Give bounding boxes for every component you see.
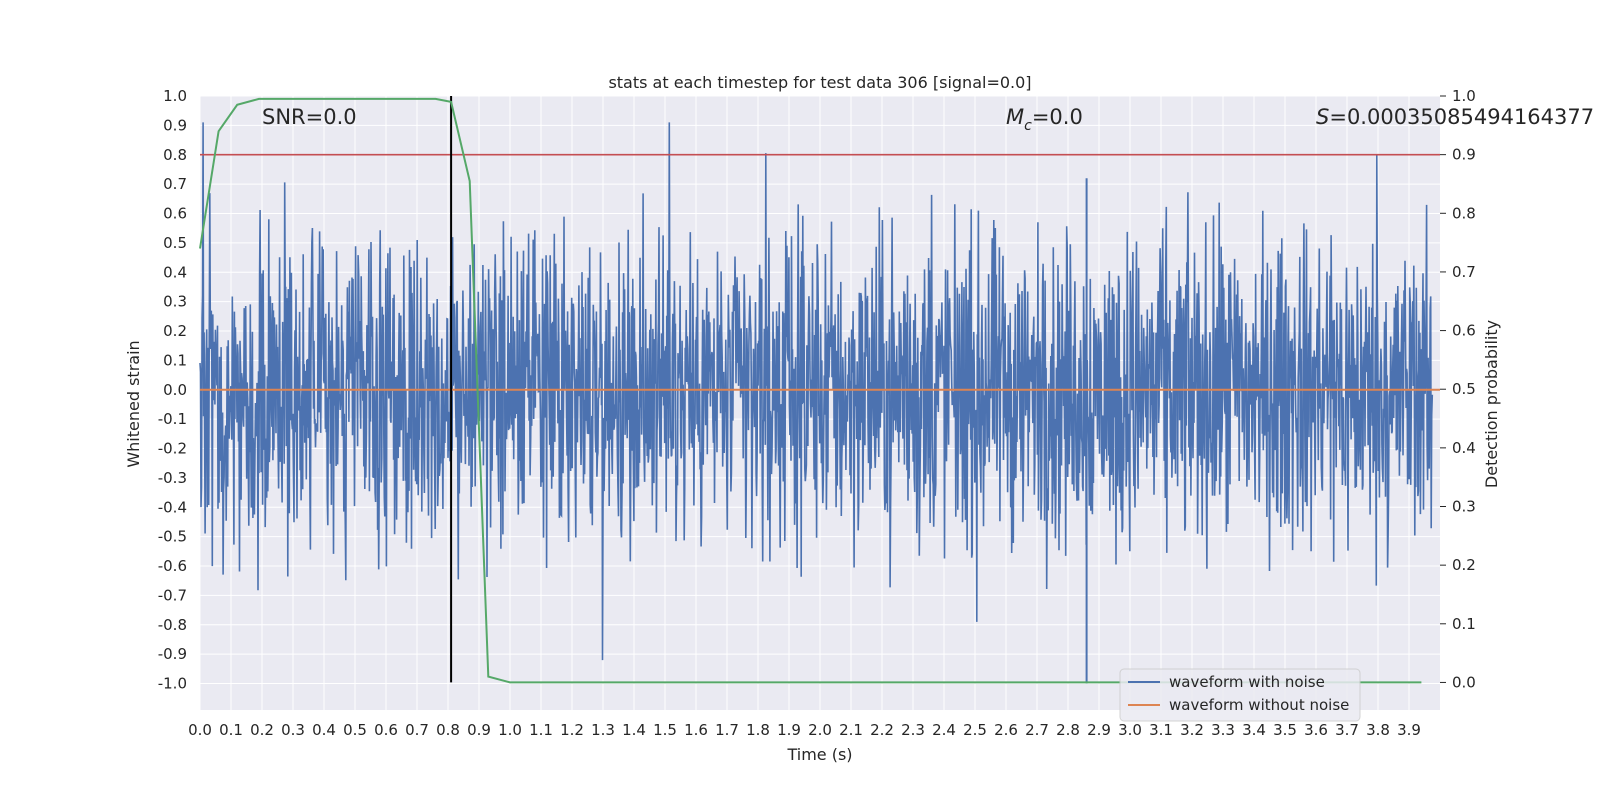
x-tick-label: 0.2 (250, 721, 274, 739)
x-tick-label: 0.7 (405, 721, 429, 739)
x-tick-label: 2.3 (901, 721, 925, 739)
y2-tick-label: 0.0 (1452, 673, 1476, 691)
y2-tick-label: 0.1 (1452, 615, 1476, 633)
chart-title: stats at each timestep for test data 306… (608, 73, 1031, 92)
noise-trace (199, 122, 1434, 661)
y2-axis-ticks: 1.0 0.9 0.8 0.7 0.6 0.5 0.4 0.3 0.2 0.1 0.0 (1440, 87, 1476, 691)
x-tick-label: 3.5 (1273, 721, 1297, 739)
y-tick-label: 0.7 (163, 175, 187, 193)
x-axis-label: Time (s) (786, 745, 852, 764)
s-symbol: S (1316, 105, 1329, 129)
x-tick-label: 0.8 (436, 721, 460, 739)
mc-subscript: c (1024, 118, 1032, 134)
x-tick-label: 1.2 (560, 721, 584, 739)
x-tick-label: 2.9 (1087, 721, 1111, 739)
x-tick-label: 3.3 (1211, 721, 1235, 739)
x-tick-label: 1.9 (777, 721, 801, 739)
y-axis-ticks: 1.0 0.9 0.8 0.7 0.6 0.5 0.4 0.3 0.2 0.1 0.0 -0.1 -0.… (158, 87, 187, 693)
y-tick-label: -0.2 (158, 440, 187, 458)
y2-tick-label: 0.6 (1452, 322, 1476, 340)
x-tick-label: 1.5 (653, 721, 677, 739)
x-tick-label: 0.5 (343, 721, 367, 739)
x-tick-label: 2.1 (839, 721, 863, 739)
x-tick-label: 0.0 (188, 721, 212, 739)
y-tick-label: -0.3 (158, 469, 187, 487)
y-tick-label: 0.4 (163, 263, 187, 281)
x-tick-label: 3.0 (1118, 721, 1142, 739)
legend-box (1119, 668, 1361, 722)
x-tick-label: 2.8 (1056, 721, 1080, 739)
x-tick-label: 2.0 (808, 721, 832, 739)
y-tick-label: -0.1 (158, 410, 187, 428)
y-tick-label: -0.9 (158, 645, 187, 663)
s-value: =0.00035085494164377 (1329, 105, 1594, 129)
x-tick-label: 1.0 (498, 721, 522, 739)
y-tick-label: 1.0 (163, 87, 187, 105)
legend-label-clean: waveform without noise (1169, 696, 1349, 714)
y2-tick-label: 1.0 (1452, 87, 1476, 105)
x-tick-label: 2.2 (870, 721, 894, 739)
y-tick-label: -0.5 (158, 528, 187, 546)
x-tick-label: 1.1 (529, 721, 553, 739)
x-tick-label: 3.1 (1149, 721, 1173, 739)
x-tick-label: 2.5 (963, 721, 987, 739)
y-tick-label: -1.0 (158, 675, 187, 693)
y-tick-label: -0.4 (158, 498, 187, 516)
legend: waveform with noise waveform without noi… (1119, 668, 1361, 722)
snr-annotation: SNR=0.0 (262, 105, 357, 129)
x-tick-label: 0.1 (219, 721, 243, 739)
y2-axis-label: Detection probability (1482, 320, 1501, 488)
x-tick-label: 1.3 (591, 721, 615, 739)
y2-tick-label: 0.4 (1452, 439, 1476, 457)
y-axis-label: Whitened strain (124, 340, 143, 467)
y-tick-label: -0.7 (158, 586, 187, 604)
y-tick-label: 0.9 (163, 116, 187, 134)
series-waveform-with-noise (199, 122, 1434, 684)
x-tick-label: 1.7 (715, 721, 739, 739)
x-tick-label: 2.4 (932, 721, 956, 739)
y-tick-label: 0.5 (163, 234, 187, 252)
x-axis-ticks: 0.0 0.1 0.2 0.3 0.4 0.5 0.6 0.7 0.8 0.9 1.0 1.1 1.2 1… (188, 721, 1421, 739)
y2-tick-label: 0.5 (1452, 380, 1476, 398)
series-detection-probability (199, 97, 1422, 684)
y-tick-label: 0.6 (163, 205, 187, 223)
y2-tick-label: 0.2 (1452, 556, 1476, 574)
x-tick-label: 3.9 (1397, 721, 1421, 739)
y-tick-label: 0.1 (163, 351, 187, 369)
y-tick-label: 0.2 (163, 322, 187, 340)
x-tick-label: 3.2 (1180, 721, 1204, 739)
x-tick-label: 0.6 (374, 721, 398, 739)
mc-annotation: Mc=0.0 (1006, 105, 1083, 134)
legend-label-noise: waveform with noise (1169, 673, 1325, 691)
y-tick-label: -0.8 (158, 616, 187, 634)
y-tick-label: 0.0 (163, 381, 187, 399)
y2-tick-label: 0.8 (1452, 204, 1476, 222)
x-tick-label: 2.7 (1025, 721, 1049, 739)
y2-tick-label: 0.9 (1452, 146, 1476, 164)
y-tick-label: 0.8 (163, 146, 187, 164)
mc-value: =0.0 (1032, 105, 1083, 129)
x-tick-label: 1.6 (684, 721, 708, 739)
x-tick-label: 1.8 (746, 721, 770, 739)
x-tick-label: 3.4 (1242, 721, 1266, 739)
x-tick-label: 0.4 (312, 721, 336, 739)
x-tick-label: 1.4 (622, 721, 646, 739)
x-tick-label: 2.6 (994, 721, 1018, 739)
y2-tick-label: 0.7 (1452, 263, 1476, 281)
x-tick-label: 3.8 (1366, 721, 1390, 739)
x-tick-label: 3.7 (1335, 721, 1359, 739)
y-tick-label: 0.3 (163, 293, 187, 311)
x-tick-label: 0.3 (281, 721, 305, 739)
s-annotation: S=0.00035085494164377 (1316, 105, 1594, 129)
overlay-lines (199, 96, 1440, 684)
x-tick-label: 0.9 (467, 721, 491, 739)
y-tick-label: -0.6 (158, 557, 187, 575)
x-tick-label: 3.6 (1304, 721, 1328, 739)
y2-tick-label: 0.3 (1452, 498, 1476, 516)
mc-symbol: M (1006, 105, 1024, 129)
